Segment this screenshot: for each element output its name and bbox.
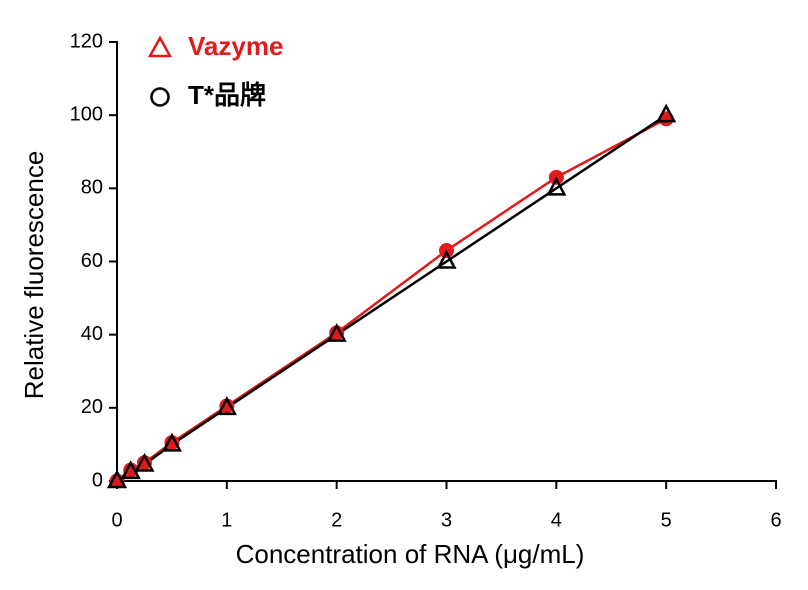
- point: [656, 103, 677, 123]
- point: [436, 249, 457, 269]
- y-tick-label: 120: [70, 30, 103, 52]
- y-tick-label: 60: [81, 250, 103, 272]
- point: [219, 398, 235, 414]
- point: [120, 460, 141, 480]
- series-line: [116, 114, 667, 483]
- x-axis-label: Concentration of RNA (μg/mL): [236, 539, 585, 569]
- x-tick-label: 2: [331, 509, 342, 531]
- legend-label: T*品牌: [188, 80, 266, 110]
- y-tick-label: 40: [81, 323, 103, 345]
- y-tick-label: 0: [92, 469, 103, 491]
- x-tick-label: 1: [221, 509, 232, 531]
- legend-marker: [150, 87, 170, 107]
- x-tick-label: 4: [551, 509, 562, 531]
- point: [106, 469, 128, 489]
- point: [164, 435, 180, 451]
- x-tick-label: 0: [111, 509, 122, 531]
- point: [123, 462, 139, 478]
- point: [546, 176, 567, 196]
- x-tick-label: 3: [441, 509, 452, 531]
- point: [161, 432, 183, 452]
- y-tick-label: 100: [70, 103, 103, 125]
- y-axis-label: Relative fluorescence: [19, 151, 49, 400]
- y-tick-label: 80: [81, 177, 103, 199]
- point: [329, 325, 345, 341]
- point: [326, 323, 347, 342]
- x-tick-label: 5: [661, 509, 672, 531]
- legend-marker: [147, 35, 173, 58]
- x-tick-label: 6: [770, 509, 781, 531]
- y-tick-label: 20: [81, 396, 103, 418]
- point: [136, 455, 152, 471]
- point: [134, 452, 155, 472]
- legend-label: Vazyme: [188, 31, 283, 61]
- point: [216, 396, 237, 416]
